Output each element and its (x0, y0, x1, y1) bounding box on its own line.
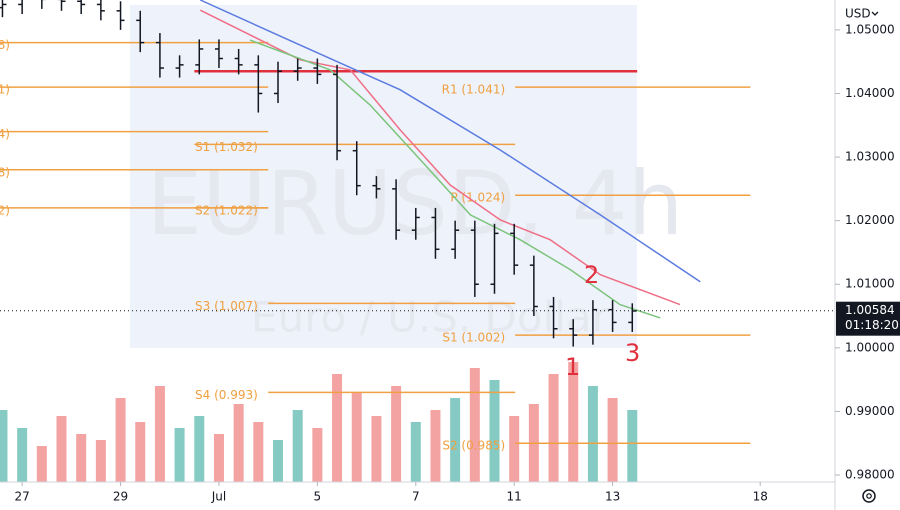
volume-bar (391, 386, 402, 482)
y-tick-label: 1.05000 (845, 22, 895, 36)
volume-bar (587, 386, 598, 482)
volume-bar (154, 386, 165, 482)
volume-bar (17, 428, 28, 482)
volume-bar (351, 392, 362, 482)
y-tick-label: 1.01000 (845, 277, 895, 291)
x-tick-label: 18 (753, 490, 768, 504)
volume-bar (430, 410, 441, 482)
y-tick-label: 1.03000 (845, 150, 895, 164)
y-tick-label: 0.98000 (845, 468, 895, 482)
range-highlight (130, 5, 637, 348)
volume-bar (233, 404, 244, 482)
volume-bar (332, 374, 343, 482)
volume-bar (56, 416, 67, 482)
volume-bar (174, 428, 185, 482)
volume-bar (36, 446, 47, 482)
volume-bar (135, 422, 146, 482)
x-tick-label: 13 (605, 490, 620, 504)
volume-bar (450, 398, 461, 482)
volume-bar (273, 440, 284, 482)
pivot-label: 1) (0, 83, 10, 97)
last-price-label: 1.00584 (845, 303, 895, 317)
volume-bar (607, 398, 618, 482)
moving-average (249, 39, 661, 319)
volume-bar (213, 434, 224, 482)
pivot-label: 4) (0, 127, 10, 141)
pivot-label: S3 (1.007) (195, 299, 258, 313)
volume-bar (253, 422, 264, 482)
volume-bar (548, 374, 559, 482)
volume-bar (76, 434, 87, 482)
y-tick-label: 1.00000 (845, 340, 895, 354)
pivot-label: R1 (1.041) (442, 83, 506, 97)
currency-chevron[interactable] (871, 11, 879, 16)
volume-bar (95, 440, 106, 482)
gear-hub (866, 493, 872, 499)
volume-bar (410, 422, 421, 482)
x-tick-label: 11 (507, 490, 522, 504)
volume-bar (371, 416, 382, 482)
pivot-label: 8) (0, 165, 10, 179)
settings-button[interactable] (862, 489, 876, 503)
moving-average (199, 0, 701, 283)
watermark-description: Euro / U.S. Dollar (251, 293, 610, 342)
pivot-label: S2 (1.022) (195, 203, 258, 217)
volume-bar (568, 362, 579, 482)
x-tick-label: Jul (211, 490, 226, 504)
pivot-label: S1 (1.032) (195, 140, 258, 154)
countdown-label: 01:18:20 (845, 318, 899, 332)
y-tick-label: 1.04000 (845, 86, 895, 100)
annotation: 3 (625, 339, 640, 367)
x-tick-label: 5 (314, 490, 322, 504)
x-tick-label: 29 (113, 490, 128, 504)
volume-bar (312, 428, 323, 482)
gear-icon[interactable] (862, 489, 876, 503)
annotation: 1 (565, 353, 580, 381)
pivot-label: 2) (0, 203, 10, 217)
volume-bar (627, 410, 638, 482)
volume-bar (509, 416, 520, 482)
volume-bar (469, 368, 480, 482)
y-tick-label: 1.02000 (845, 213, 895, 227)
currency-selector[interactable]: USD (845, 7, 871, 21)
pivot-label: S4 (0.993) (195, 388, 258, 402)
pivot-label: S2 (0.985) (442, 439, 505, 453)
annotation: 2 (584, 261, 599, 289)
pivot-label: 8) (0, 38, 10, 52)
volume-bar (0, 410, 8, 482)
x-tick-label: 27 (15, 490, 30, 504)
volume-bar (115, 398, 126, 482)
last-price-box (836, 301, 900, 336)
volume-bar (292, 410, 303, 482)
volume-bar (194, 416, 205, 482)
volume-bar (489, 380, 500, 482)
pivot-label: S1 (1.002) (442, 331, 505, 345)
y-tick-label: 0.99000 (845, 404, 895, 418)
x-tick-label: 7 (412, 490, 420, 504)
plot-area: 8)1)4)8)2)R1 (1.041)S1 (1.032)P (1.024)S… (0, 0, 751, 482)
